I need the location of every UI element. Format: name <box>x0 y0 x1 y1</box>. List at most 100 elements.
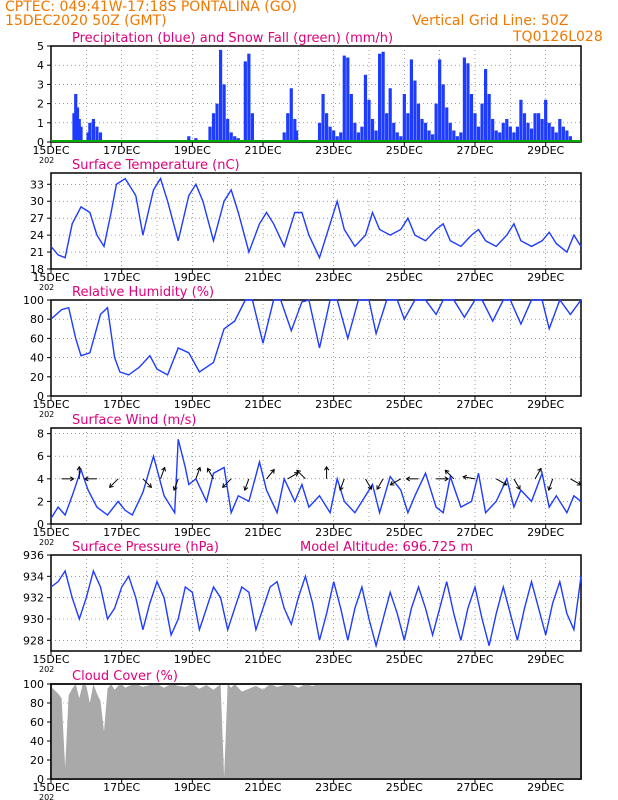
wind-arrow-head <box>108 483 114 488</box>
wind-arrow-head <box>296 469 301 475</box>
precip-bar <box>413 80 417 142</box>
wind-arrow <box>339 478 345 491</box>
y-tick-label: 1 <box>37 117 44 130</box>
wind-arrow-head <box>324 465 330 471</box>
precip-bar <box>501 122 505 142</box>
precip-bar <box>423 122 428 142</box>
y-tick-label: 27 <box>30 212 44 225</box>
precip-bar <box>420 118 424 142</box>
panel-title: Surface Temperature (nC) <box>72 158 240 173</box>
precip-bar <box>243 61 247 142</box>
y-tick-label: 80 <box>30 313 44 326</box>
precip-bar <box>229 132 233 142</box>
y-tick-label: 0 <box>37 518 44 531</box>
y-tick-label: 100 <box>23 678 44 691</box>
precip-bar <box>554 132 558 142</box>
x-tick-label: 25DEC <box>386 398 423 411</box>
y-tick-label: 40 <box>30 735 44 748</box>
x-tick-label: 15DEC <box>32 781 69 794</box>
x-tick-label: 21DEC <box>244 653 281 666</box>
header-run-time: 15DEC2020 50Z (GMT) <box>5 13 167 29</box>
header-grid-line-note: Vertical Grid Line: 50Z <box>412 13 569 29</box>
x-tick-label: 27DEC <box>456 653 493 666</box>
precip-bar <box>455 136 459 142</box>
x-tick-label: 29DEC <box>527 653 564 666</box>
y-tick-label: 18 <box>30 263 44 276</box>
precip-bar <box>79 126 83 142</box>
precip-bar <box>540 118 544 142</box>
header-model-code: TQ0126L028 <box>513 29 603 45</box>
panel-frame-0 <box>50 45 582 143</box>
x-tick-label: 17DEC <box>103 653 140 666</box>
precip-bar <box>226 118 230 142</box>
x-year-label: 202 <box>39 538 54 547</box>
precip-bar <box>332 130 336 142</box>
precip-bar <box>498 132 502 142</box>
panel-frame-4 <box>50 554 582 652</box>
wind-arrow-head <box>76 465 82 471</box>
x-tick-label: 19DEC <box>174 653 211 666</box>
y-tick-label: 0 <box>37 136 44 149</box>
wind-arrow <box>296 469 306 480</box>
precip-bar <box>187 136 191 142</box>
wind-arrow <box>513 478 521 490</box>
x-tick-label: 23DEC <box>315 526 352 539</box>
precip-bar <box>473 113 477 142</box>
y-tick-label: 20 <box>30 754 44 767</box>
precip-bar <box>519 99 523 142</box>
x-tick-label: 23DEC <box>315 653 352 666</box>
precip-bar <box>211 113 216 142</box>
wind-arrow <box>444 469 455 480</box>
y-tick-label: 4 <box>37 473 44 486</box>
wind-arrow-head <box>444 469 450 475</box>
wind-arrow-head <box>376 485 381 491</box>
x-tick-label: 21DEC <box>244 271 281 284</box>
precip-bar <box>459 132 463 142</box>
panel-annotation: Model Altitude: 696.725 m <box>300 540 473 555</box>
precip-bar <box>547 122 551 142</box>
wind-arrow <box>495 478 507 486</box>
precip-bar <box>363 74 368 142</box>
wind-arrow-head <box>502 481 508 486</box>
precip-bar <box>247 53 251 142</box>
x-year-label: 202 <box>39 665 54 674</box>
panel-frame-1 <box>50 172 582 270</box>
wind-arrow-head <box>270 468 275 474</box>
wind-arrow <box>222 478 232 488</box>
precip-bar <box>508 126 512 142</box>
wind-arrow <box>195 467 201 479</box>
precip-bar <box>233 136 237 142</box>
x-year-label: 202 <box>39 283 54 292</box>
panel-frame-top <box>50 683 582 780</box>
precip-bar <box>321 94 325 142</box>
precip-bar <box>526 122 530 142</box>
wind-arrow-head <box>444 476 450 482</box>
y-tick-label: 928 <box>23 634 44 647</box>
precip-bar <box>448 122 452 142</box>
y-tick-label: 930 <box>23 613 44 626</box>
x-tick-label: 21DEC <box>244 144 281 157</box>
precip-bar <box>208 126 212 142</box>
precip-bar <box>360 126 364 142</box>
y-tick-label: 3 <box>37 78 44 91</box>
x-tick-label: 15DEC <box>32 398 69 411</box>
wind-arrow-head <box>516 485 521 491</box>
x-tick-label: 19DEC <box>174 144 211 157</box>
wind-arrow-head <box>196 466 202 472</box>
y-tick-label: 2 <box>37 495 44 508</box>
precip-bar <box>416 103 421 142</box>
x-tick-label: 21DEC <box>244 526 281 539</box>
y-tick-label: 2 <box>37 98 44 111</box>
precip-bar <box>515 126 519 142</box>
y-tick-label: 6 <box>37 450 44 463</box>
y-tick-label: 33 <box>30 178 44 191</box>
precip-bar <box>293 118 297 142</box>
panel-title: Surface Wind (m/s) <box>72 413 196 428</box>
precip-bar <box>484 69 488 142</box>
panel-title: Cloud Cover (%) <box>72 669 178 684</box>
x-tick-label: 29DEC <box>527 144 564 157</box>
precip-bar <box>282 132 286 142</box>
series-line <box>50 176 582 260</box>
wind-arrow-head <box>147 483 153 488</box>
